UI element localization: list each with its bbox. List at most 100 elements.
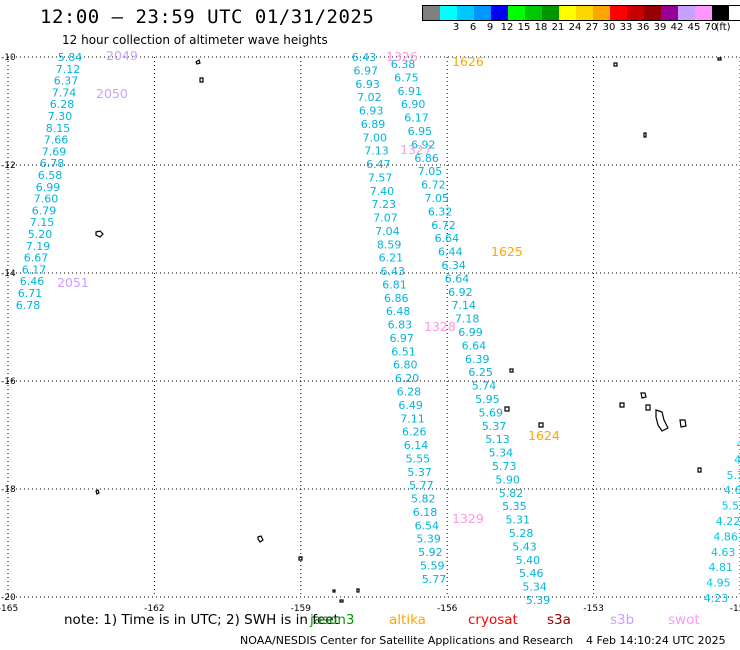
swh-value: 7.23 (371, 198, 396, 211)
swh-value: 6.44 (438, 246, 463, 259)
pass-number: 1625 (491, 244, 523, 259)
island-outline (332, 589, 336, 593)
altimeter-tracks: 5.847.126.377.746.287.308.157.667.696.78… (16, 51, 740, 607)
swh-value: 8.15 (46, 122, 71, 135)
swh-value: 7.15 (30, 216, 55, 229)
pass-number: 1624 (528, 428, 560, 443)
swh-value: 4.81 (709, 561, 734, 574)
legend-tick-label: 36 (636, 22, 650, 33)
legend-tick-label: 39 (653, 22, 667, 33)
swh-value: 6.79 (32, 204, 57, 217)
island-outline (356, 588, 360, 593)
swh-value: 5.3 (726, 469, 740, 482)
legend-swatch (712, 6, 729, 20)
legend-tick-label: 24 (568, 22, 582, 33)
lon-tick-label: -150 (730, 604, 740, 614)
swh-value: 6.99 (458, 326, 483, 339)
island-outline (619, 402, 625, 408)
swh-value: 6.71 (18, 287, 43, 300)
swh-value: 6.81 (382, 278, 407, 291)
swh-value: 6.17 (404, 112, 429, 125)
legend-swatch (593, 6, 610, 20)
swh-value: 5.43 (512, 540, 537, 553)
swh-value: 6.92 (448, 286, 473, 299)
legend-tick-label: 33 (619, 22, 633, 33)
mission-jason3: jason3 (310, 612, 355, 628)
swh-value: 6.51 (391, 345, 416, 358)
legend-tick-label: 45 (687, 22, 701, 33)
swh-value: 4 (734, 453, 740, 466)
legend-swatch (542, 6, 559, 20)
swh-value: 7.66 (44, 134, 69, 147)
swh-value: 6.64 (445, 272, 470, 285)
swh-value: 7.05 (425, 192, 450, 205)
island-outline (257, 535, 264, 543)
legend-swatch (695, 6, 712, 20)
islands (95, 57, 722, 603)
legend-swatch (576, 6, 593, 20)
island-outline (643, 132, 647, 138)
swh-value: 6.49 (398, 399, 423, 412)
swh-value: 6.90 (401, 98, 426, 111)
pass-number: 1329 (452, 511, 484, 526)
island-outline (298, 556, 303, 561)
swh-value: 7.57 (368, 171, 393, 184)
legend-swatch (661, 6, 678, 20)
swh-value: 7.11 (400, 412, 425, 425)
island-outline (195, 59, 201, 65)
swh-value: 6.25 (468, 366, 493, 379)
swh-value: 5.92 (418, 546, 443, 559)
pass-number: 2049 (106, 48, 138, 63)
swh-value: 6.89 (361, 118, 386, 131)
swh-value: 6.78 (40, 157, 65, 170)
island-outline (504, 406, 510, 412)
swh-value: 7.74 (52, 86, 77, 99)
swh-value: 7.19 (26, 240, 51, 253)
pass-number: 1327 (400, 142, 432, 157)
legend-swatch (678, 6, 695, 20)
swh-value: 5.39 (526, 594, 551, 607)
swh-value: 6.92 (411, 138, 436, 151)
swh-value: 7.14 (452, 299, 477, 312)
pass-number: 1326 (386, 49, 418, 64)
swh-value: 5.39 (416, 533, 441, 546)
swh-value: 7.04 (375, 225, 400, 238)
swh-value: 6.93 (359, 105, 384, 118)
swh-value: 7.18 (455, 313, 480, 326)
island-outline (613, 62, 618, 67)
swh-value: 6.14 (404, 439, 429, 452)
lon-tick-label: -153 (583, 604, 603, 614)
mission-altika: altika (389, 612, 426, 628)
island-outline (697, 467, 702, 473)
swh-value: 6.83 (388, 319, 413, 332)
map-title: 12:00 — 23:59 UTC 01/31/2025 (40, 6, 375, 28)
map-subtitle: 12 hour collection of altimeter wave hei… (62, 33, 328, 47)
generated-timestamp: 4 Feb 14:10:24 UTC 2025 (586, 634, 726, 647)
swh-value: 6.95 (408, 125, 433, 138)
swh-value: 6.58 (38, 169, 63, 182)
swh-value: 4 (737, 438, 740, 451)
legend-swatch (559, 6, 576, 20)
swh-value: 6.18 (413, 506, 438, 519)
legend-tick-label: 12 (500, 22, 514, 33)
swh-value: 5.13 (485, 433, 510, 446)
mission-swot: swot (668, 612, 700, 628)
pass-number: 1626 (452, 54, 484, 69)
swh-value: 7.40 (370, 185, 395, 198)
island-outline (645, 404, 651, 411)
island-outline (199, 77, 204, 83)
swh-value: 5.74 (472, 380, 497, 393)
swh-value: 6.38 (391, 58, 416, 71)
swh-value: 5.35 (502, 500, 527, 513)
legend-tick-label: 6 (469, 22, 477, 33)
legend-swatch (508, 6, 525, 20)
swh-value: 5.95 (475, 393, 500, 406)
mission-cryosat: cryosat (468, 612, 518, 628)
swh-value: 5.31 (506, 514, 531, 527)
swh-value: 6.32 (428, 205, 453, 218)
footer-note: note: 1) Time is in UTC; 2) SWH is in fe… (64, 612, 339, 628)
swh-value: 5.90 (495, 473, 520, 486)
legend-tick-label: 9 (486, 22, 494, 33)
swh-value: 7.07 (373, 212, 398, 225)
